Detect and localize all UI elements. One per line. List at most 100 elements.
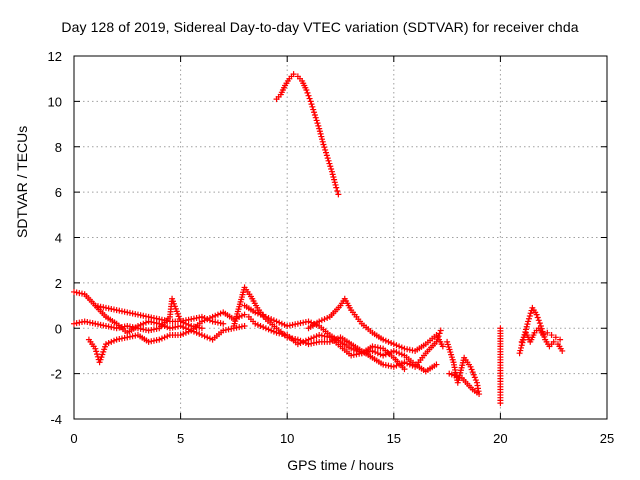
data-point (273, 318, 280, 325)
series-track-g (245, 313, 408, 373)
data-point (328, 165, 335, 172)
y-tick-label: 2 (55, 276, 62, 291)
data-point (439, 343, 446, 350)
data-point (306, 95, 313, 102)
data-point (268, 327, 275, 334)
data-point (330, 174, 337, 180)
series-track-d (92, 302, 248, 336)
data-point (321, 144, 328, 151)
data-point (308, 101, 315, 108)
y-tick-label: 8 (55, 140, 62, 155)
data-point (182, 325, 189, 332)
data-point (385, 350, 392, 357)
y-tick-label: 10 (48, 94, 62, 109)
data-point (377, 351, 384, 358)
series-track-l (518, 325, 564, 345)
data-point (390, 363, 397, 370)
y-tick-label: 4 (55, 231, 62, 246)
data-point (316, 128, 323, 135)
data-point (314, 120, 321, 127)
data-point (206, 335, 213, 342)
data-point (324, 315, 331, 322)
data-point (156, 320, 163, 327)
data-point (348, 345, 355, 352)
data-point (533, 311, 540, 318)
data-point (110, 337, 117, 344)
data-point (326, 160, 333, 167)
data-point (302, 337, 309, 344)
x-tick-label: 15 (387, 431, 401, 446)
data-point (333, 184, 340, 191)
data-point (350, 346, 357, 353)
data-point (177, 322, 184, 329)
x-axis-label: GPS time / hours (287, 457, 394, 473)
data-point (180, 324, 187, 331)
data-point (198, 332, 205, 339)
data-point (518, 344, 525, 351)
data-point (328, 168, 335, 175)
data-point (468, 366, 475, 373)
x-tick-label: 0 (70, 431, 77, 446)
data-point (212, 312, 219, 319)
data-point (241, 322, 248, 329)
tick-labels: 0 5 10 15 20 25 -4 -2 0 2 4 6 8 10 12 (48, 49, 615, 446)
data-point (310, 106, 317, 113)
data-point (304, 89, 311, 96)
data-point (206, 315, 213, 322)
data-point (393, 342, 400, 349)
data-point (325, 157, 332, 164)
data-point (436, 330, 443, 337)
data-point (257, 322, 264, 329)
data-point (201, 317, 208, 324)
data-point (318, 133, 325, 140)
data-point (396, 350, 403, 357)
data-point (254, 321, 261, 328)
data-point (137, 321, 144, 328)
x-tick-label: 20 (493, 431, 507, 446)
data-point (433, 361, 440, 368)
x-tick-label: 5 (177, 431, 184, 446)
data-point (380, 352, 387, 359)
data-point (198, 325, 205, 332)
data-point (525, 315, 532, 322)
data-point (161, 334, 168, 341)
data-point (550, 338, 557, 345)
data-point (321, 316, 328, 323)
data-point (401, 359, 408, 366)
data-point (327, 163, 334, 170)
data-point (311, 111, 318, 118)
y-tick-label: -2 (50, 367, 62, 382)
data-point (536, 320, 543, 327)
data-point (260, 324, 267, 331)
data-point (92, 345, 99, 352)
data-point (469, 369, 476, 376)
data-point (108, 338, 115, 345)
data-point (164, 333, 171, 340)
data-point (557, 336, 564, 343)
series-satellite-track-high (273, 71, 342, 198)
data-point (265, 315, 272, 322)
data-point (164, 324, 171, 331)
data-point (102, 341, 109, 348)
data-point (534, 314, 541, 321)
data-point (335, 191, 342, 198)
data-point (523, 323, 530, 330)
data-point (437, 327, 444, 334)
data-point (516, 350, 523, 357)
data-point (93, 348, 100, 355)
chart-title: Day 128 of 2019, Sidereal Day-to-day VTE… (61, 19, 579, 35)
data-point (310, 334, 317, 341)
data-point (390, 347, 397, 354)
data-point (311, 109, 318, 116)
data-point (388, 339, 395, 346)
axes (73, 55, 608, 420)
data-point (303, 87, 310, 94)
data-point (140, 320, 147, 327)
data-point (472, 377, 479, 384)
data-point (252, 309, 259, 316)
data-point (294, 341, 301, 348)
data-point (204, 334, 211, 341)
data-point (201, 333, 208, 340)
y-tick-label: -4 (50, 412, 62, 427)
data-point (331, 179, 338, 186)
